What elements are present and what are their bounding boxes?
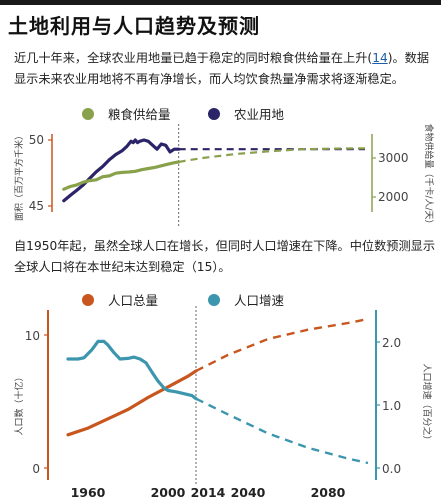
chart1-left-axis-label: 面积（百万平方千米） <box>13 131 25 221</box>
legend-item-land: 农业用地 <box>208 104 284 123</box>
chart2-x-tick-label: 1960 <box>71 485 106 500</box>
series-line-farmland-historical <box>62 138 181 203</box>
chart2-right-tick-label: 0.0 <box>382 462 401 476</box>
legend-label-food: 粮食供给量 <box>108 107 171 122</box>
legend-label-land: 农业用地 <box>234 107 285 122</box>
series-line-population-projection <box>195 317 369 372</box>
legend-swatch-growth-rate <box>208 293 220 306</box>
chart2-x-tick-label: 2000 <box>151 485 186 500</box>
chart1-left-tick-label: 45 <box>29 199 44 213</box>
legend-label-growth-rate: 人口增速 <box>234 293 285 308</box>
intro-text-after: )。数据显示未来农业用地将不再有净增长，而人均饮食热量净需求将逐渐稳定。 <box>14 51 430 86</box>
legend-item-population: 人口总量 <box>82 290 158 309</box>
series-line-growth-rate-historical <box>66 339 198 401</box>
legend-item-growth-rate: 人口增速 <box>208 290 284 309</box>
legend-label-population: 人口总量 <box>108 293 159 308</box>
page-title: 土地利用与人口趋势及预测 <box>8 14 260 38</box>
series-line-population-historical <box>66 369 198 437</box>
series-line-growth-rate-projection <box>195 397 369 465</box>
chart2-left-tick-label: 10 <box>25 329 40 343</box>
population-paragraph: 自1950年起，虽然全球人口在增长，但同时人口增速在下降。中位数预测显示全球人口… <box>14 239 436 274</box>
chart2-x-tick-label: 2014 <box>191 485 226 500</box>
top-bar <box>0 0 441 5</box>
intro-paragraph: 近几十年来，全球农业用地量已趋于稳定的同时粮食供给量在上升(14)。数据显示未来… <box>14 48 436 90</box>
intro-text-before: 近几十年来，全球农业用地量已趋于稳定的同时粮食供给量在上升( <box>14 51 373 65</box>
chart1-left-tick-label: 50 <box>29 133 44 147</box>
series-line-food-supply-historical <box>62 160 181 191</box>
chart2-right-tick-label: 2.0 <box>382 336 401 350</box>
chart1-right-tick-label: 3000 <box>378 151 409 165</box>
chart2-left-axis-label: 人口数（十亿） <box>13 372 25 435</box>
chart2-left-tick-label: 0 <box>32 462 40 476</box>
reference-link[interactable]: 14 <box>372 51 388 65</box>
chart2-right-axis-label: 人口增速（百分之） <box>421 363 433 444</box>
chart1-right-axis-label: 食物供给量（千卡/人/天） <box>423 123 435 228</box>
chart2-x-tick-label: 2080 <box>311 485 346 500</box>
legend-swatch-food <box>82 107 94 120</box>
chart2-right-tick-label: 1.0 <box>382 399 401 413</box>
legend-item-food: 粮食供给量 <box>82 104 171 123</box>
series-line-food-supply-projection <box>178 147 366 163</box>
legend-swatch-population <box>82 293 94 306</box>
chart2-x-tick-label: 2040 <box>231 485 266 500</box>
legend-swatch-land <box>208 107 220 120</box>
chart1-right-tick-label: 2000 <box>378 190 409 204</box>
